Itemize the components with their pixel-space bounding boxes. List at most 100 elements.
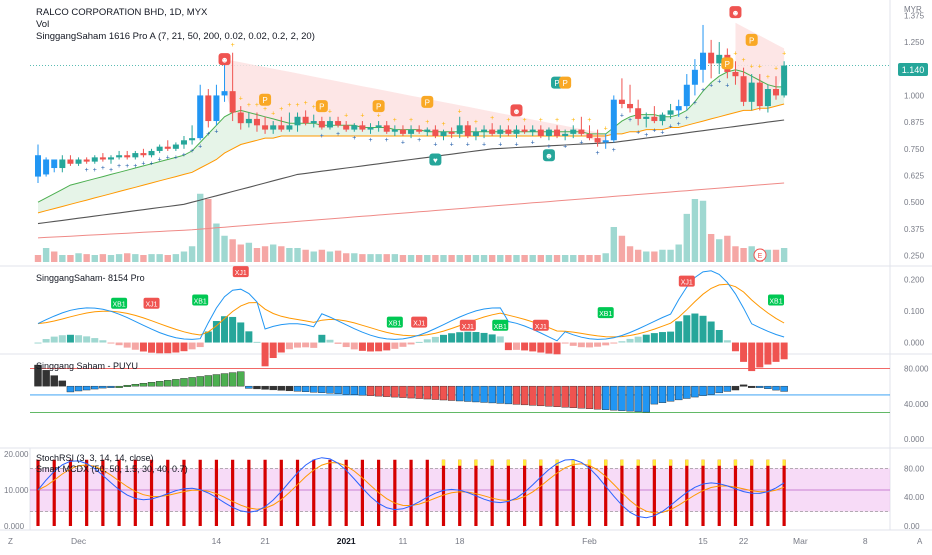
mcdx-bar [68,459,73,526]
psar-dot: + [149,161,153,168]
candle-body [107,157,114,160]
crossover-label-box [678,275,695,287]
time-tick-label: Feb [582,536,597,546]
puyu-bar [285,385,294,392]
mcdx-top-segment [717,459,721,466]
mcdx-bar [117,459,121,526]
axis-corner-left[interactable]: Z [8,537,13,546]
candle-body [124,155,131,158]
puyu-bar [739,384,748,387]
histogram-bar [764,342,772,365]
histogram-bar [545,342,553,354]
histogram-bar [204,331,212,343]
time-axis[interactable]: Dec 14 21 2021 11 18 Feb 15 22 Mar 8 [71,536,868,546]
candle-body [75,159,82,164]
puyu-pane[interactable]: 80.000 40.000 0.000 [30,365,929,444]
crossover-label-box [192,294,209,306]
volume-bar [643,251,650,262]
histogram-bar [423,339,431,343]
puyu-bar [261,385,269,390]
signal-badge [510,104,523,117]
volume-bar [197,193,204,262]
candle-body [408,129,415,134]
crossover-label-box [597,307,614,319]
mcdx-top-segment [571,459,575,466]
psar-dot: + [669,123,673,130]
puyu-bar [155,381,164,387]
stoch-k-line [37,457,785,519]
earnings-icon-label: E [758,253,763,260]
volume-bar [99,254,107,262]
puyu-bar [334,385,342,394]
symbol-title: RALCO CORPORATION BHD, 1D, MYX [36,7,208,18]
candle-body [497,129,504,134]
candle-body [148,150,155,156]
candle-body [416,129,423,132]
histogram-bar [58,335,66,343]
volume-bar [707,234,715,262]
psar-dot: + [612,147,616,154]
price-pane[interactable]: 1.375 1.250 1.000 0.875 0.750 0.625 0.500 0.375… [30,6,925,262]
puyu-bar [683,385,691,399]
histogram-bar [585,342,593,348]
puyu-tick-label: 0.000 [904,435,925,444]
histogram-bar [91,338,99,343]
histogram-bar [34,342,42,344]
volume-bar [148,254,155,262]
psar-dot: + [401,139,405,146]
stoch-right-tick: 0.00 [904,522,920,531]
psar-dot: + [774,66,778,73]
mcdx-bar [523,459,527,526]
volume-bar [391,254,399,262]
psar-dot: + [490,115,494,122]
histogram-bar [294,342,302,348]
volume-bar [140,255,147,262]
volume-bar [748,246,755,262]
oscillator-pane[interactable]: 0.200 0.100 0.000 XB1 XJ1 XB1 XJ1 XB1 XJ1 XJ1 XB1 X… [34,266,925,372]
crossover-label: XB1 [599,311,612,318]
puyu-bar [504,385,513,405]
histogram-bar [391,342,399,349]
volume-bar [545,255,553,262]
stochrsi-pane[interactable]: 80.00 40.00 0.00 20.000 10.000 0.000 [4,450,925,531]
mcdx-top-segment [782,459,786,466]
axis-corner-right[interactable]: A [917,537,923,546]
crossover-label: XB1 [388,321,401,328]
histogram-bar [196,342,204,348]
puyu-bar [74,385,83,392]
oscillator-tick-label: 0.100 [904,307,925,316]
psar-dot: + [571,117,575,124]
crossover-label-box [386,316,403,328]
candle-body [578,129,585,134]
candle-body [635,108,642,119]
candle-body [59,159,66,169]
candle-body [489,129,496,134]
histogram-bar [529,342,537,352]
histogram-bar [464,331,472,343]
volume-bar [107,255,115,262]
time-tick-label: 11 [399,536,408,546]
mcdx-bar [133,459,137,526]
histogram-bar [594,342,602,347]
volume-bar [359,254,366,262]
psar-dot: + [328,108,332,115]
puyu-bar [212,374,221,387]
time-tick-label: 14 [212,536,222,546]
crossover-label-box [492,319,509,331]
crossover-label: XJ1 [146,302,158,309]
ma50-line [37,119,785,225]
mcdx-top-segment [458,459,462,466]
crossover-label: XB1 [194,299,207,306]
puyu-bar [561,385,569,408]
puyu-bar [374,385,383,397]
mcdx-bar [247,459,251,526]
mcdx-bar [717,459,721,526]
signal-badge-label: ☻ [545,152,553,161]
mcdx-bar [555,459,559,526]
volume-bar [610,227,618,262]
histogram-bar [164,342,172,354]
volume-bar [310,251,317,262]
puyu-bar [456,385,464,402]
puyu-bar [228,372,237,387]
volume-bar [342,253,350,262]
